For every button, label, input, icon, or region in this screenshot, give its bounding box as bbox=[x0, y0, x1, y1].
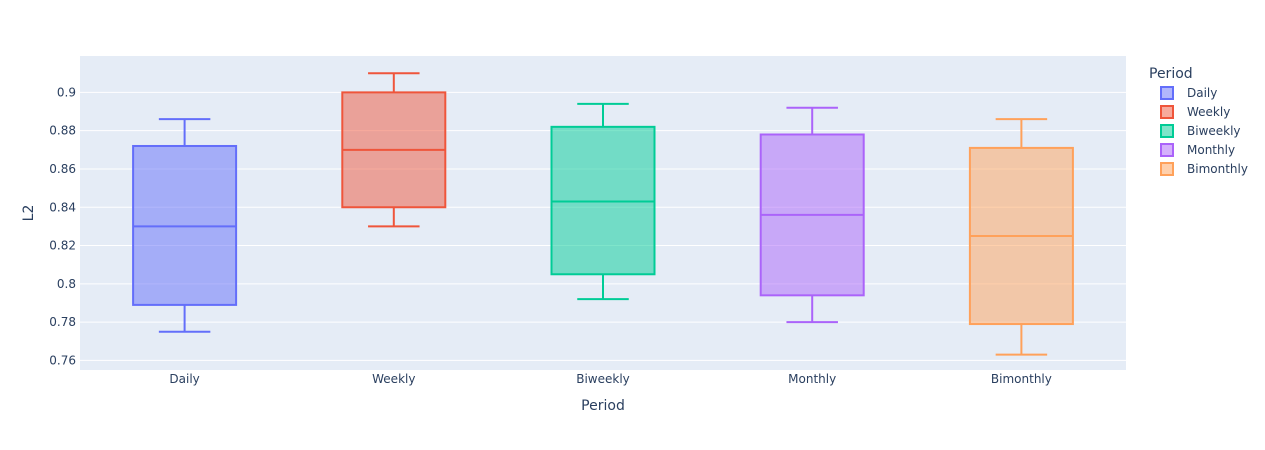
legend-label: Bimonthly bbox=[1187, 162, 1248, 176]
x-tick-label: Weekly bbox=[372, 372, 415, 386]
legend-title: Period bbox=[1149, 66, 1193, 82]
legend-swatch bbox=[1160, 105, 1174, 119]
legend-swatch bbox=[1160, 162, 1174, 176]
box-bimonthly[interactable] bbox=[968, 118, 1074, 356]
legend-label: Daily bbox=[1187, 86, 1217, 100]
y-tick-label: 0.78 bbox=[49, 315, 76, 329]
y-tick-label: 0.76 bbox=[49, 353, 76, 367]
legend-item-weekly[interactable]: Weekly bbox=[1160, 105, 1230, 119]
legend-item-biweekly[interactable]: Biweekly bbox=[1160, 124, 1241, 138]
y-tick-label: 0.84 bbox=[49, 200, 76, 214]
y-tick-label: 0.86 bbox=[49, 162, 76, 176]
x-tick-label: Bimonthly bbox=[991, 372, 1052, 386]
legend-swatch bbox=[1160, 143, 1174, 157]
legend-item-monthly[interactable]: Monthly bbox=[1160, 143, 1235, 157]
boxes bbox=[132, 72, 1074, 356]
y-axis-ticks: 0.76 0.78 0.8 0.82 0.84 0.86 0.88 0.9 bbox=[49, 85, 76, 367]
legend-swatch bbox=[1160, 86, 1174, 100]
legend[interactable]: Period Daily Weekly Biweekly Monthly Bimonth… bbox=[1149, 66, 1248, 176]
x-axis-title: Period bbox=[581, 398, 625, 414]
x-tick-label: Daily bbox=[169, 372, 199, 386]
box-daily[interactable] bbox=[132, 118, 238, 333]
legend-item-bimonthly[interactable]: Bimonthly bbox=[1160, 162, 1248, 176]
box-monthly[interactable] bbox=[759, 106, 865, 324]
legend-item-daily[interactable]: Daily bbox=[1160, 86, 1217, 100]
x-tick-label: Monthly bbox=[788, 372, 836, 386]
y-tick-label: 0.82 bbox=[49, 239, 76, 253]
y-tick-label: 0.9 bbox=[57, 85, 76, 99]
legend-label: Biweekly bbox=[1187, 124, 1241, 138]
box-weekly[interactable] bbox=[341, 72, 447, 228]
box-biweekly[interactable] bbox=[550, 102, 656, 301]
x-axis-ticks: Daily Weekly Biweekly Monthly Bimonthly bbox=[169, 372, 1051, 386]
legend-label: Monthly bbox=[1187, 143, 1235, 157]
legend-swatch bbox=[1160, 124, 1174, 138]
y-tick-label: 0.8 bbox=[57, 277, 76, 291]
x-tick-label: Biweekly bbox=[576, 372, 630, 386]
y-tick-label: 0.88 bbox=[49, 124, 76, 138]
y-axis-title: L2 bbox=[21, 205, 37, 222]
legend-label: Weekly bbox=[1187, 105, 1230, 119]
